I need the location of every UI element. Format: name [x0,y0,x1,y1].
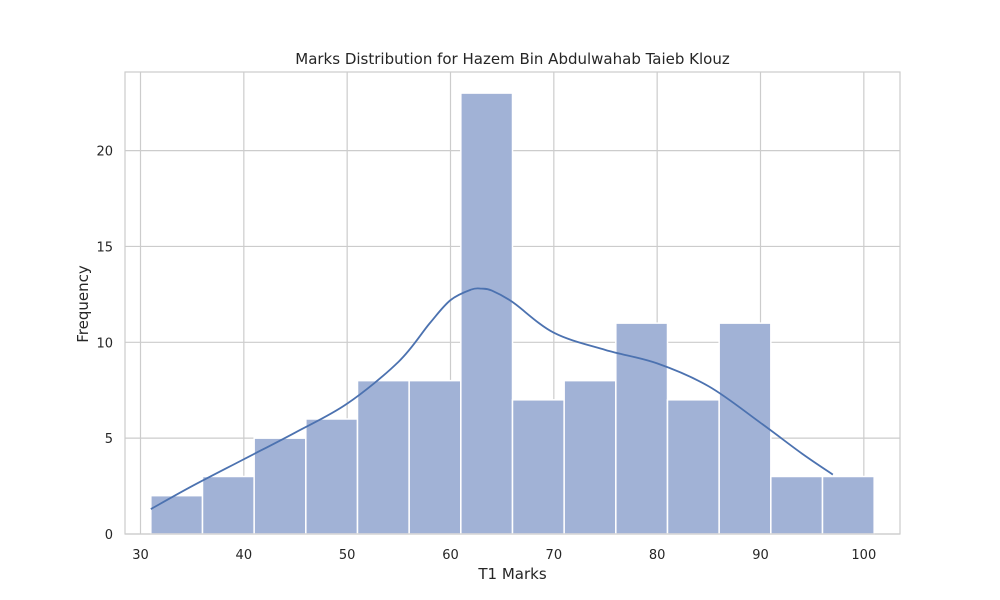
y-axis-title: Frequency [74,265,92,343]
x-tick-label: 60 [442,548,459,563]
tick-labels: 30 40 50 60 70 80 90 100 0 5 10 15 20 [96,145,876,563]
plot-frame [124,71,901,535]
y-tick-label: 0 [105,528,113,543]
histogram-bar [253,437,307,535]
histogram-bar [821,475,875,535]
histogram-bar [666,399,720,535]
histogram-bar [356,379,410,535]
y-tick-label: 10 [96,336,113,351]
x-tick-label: 30 [132,548,149,563]
y-tick-label: 5 [105,432,113,447]
y-tick-label: 20 [96,145,113,160]
x-tick-label: 40 [236,548,253,563]
histogram-bar [150,494,204,535]
x-tick-label: 80 [649,548,666,563]
histogram-bar [201,475,255,535]
x-tick-label: 90 [752,548,769,563]
y-tick-label: 15 [96,240,113,255]
histogram-bar [770,475,824,535]
histogram-bar [305,418,359,535]
kde-curve [150,287,834,510]
x-axis-title: T1 Marks [477,565,546,583]
histogram-bar [718,322,772,535]
kde-curve-group [150,287,834,510]
histogram-bar [408,379,462,535]
x-tick-label: 100 [851,548,876,563]
histogram-bar [563,379,617,535]
chart-title: Marks Distribution for Hazem Bin Abdulwa… [295,50,730,68]
histogram-bar [460,92,514,535]
x-tick-label: 50 [339,548,356,563]
histogram-bar [511,399,565,535]
x-tick-label: 70 [546,548,563,563]
